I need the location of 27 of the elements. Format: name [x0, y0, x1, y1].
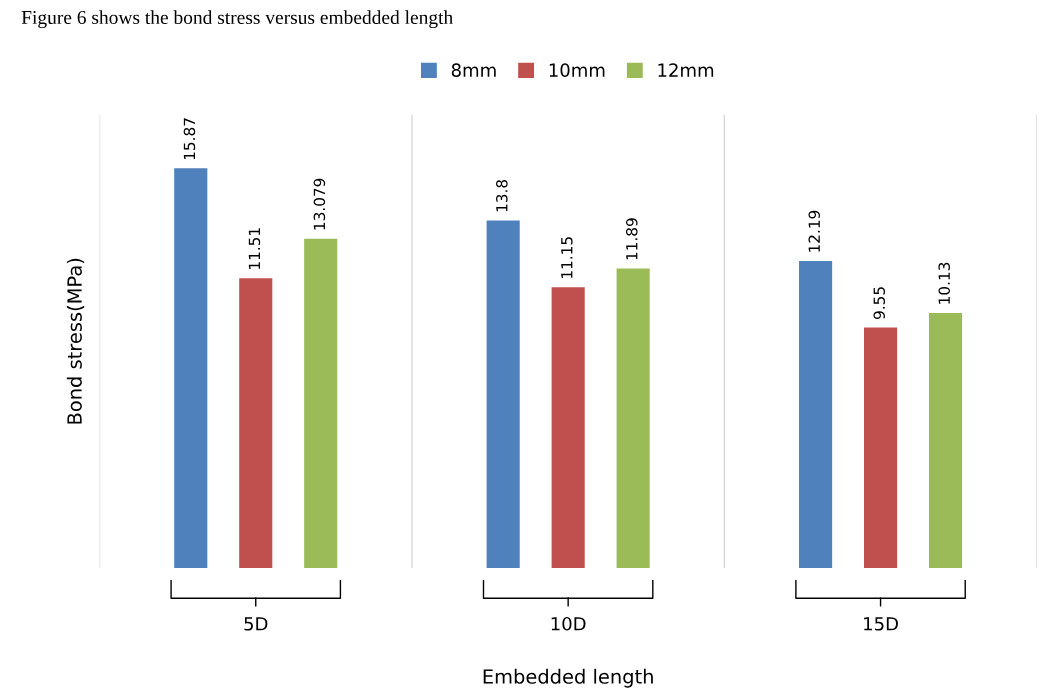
legend-label: 10mm — [549, 63, 605, 77]
data-label: 10.13 — [938, 262, 950, 304]
bar — [239, 278, 273, 568]
bar — [616, 268, 650, 568]
data-label: 15.87 — [183, 118, 196, 160]
data-label: 12.19 — [808, 210, 821, 252]
data-label: 11.51 — [248, 228, 261, 269]
caption: Figure 6 shows the bond stress versus embedded length — [21, 10, 453, 29]
bar — [551, 287, 585, 568]
data-label: 13.8 — [496, 179, 508, 212]
legend-label: 8mm — [451, 63, 496, 77]
y-axis-title: Bond stress(MPa) — [66, 258, 85, 424]
data-label: 11.89 — [626, 218, 638, 260]
bar — [928, 312, 963, 568]
legend-label: 12mm — [658, 63, 714, 77]
bar — [486, 220, 520, 568]
bar — [304, 238, 338, 568]
x-tick-label: 15D — [864, 617, 898, 631]
x-tick-label: 5D — [244, 617, 268, 631]
bar — [799, 261, 833, 568]
data-label: 9.55 — [873, 287, 885, 319]
data-label: 11.15 — [561, 237, 573, 278]
bar — [864, 327, 898, 568]
x-axis-title: Embedded length — [483, 668, 653, 688]
data-label: 13.079 — [313, 178, 326, 230]
bar — [174, 168, 208, 568]
x-tick-label: 10D — [551, 616, 586, 631]
